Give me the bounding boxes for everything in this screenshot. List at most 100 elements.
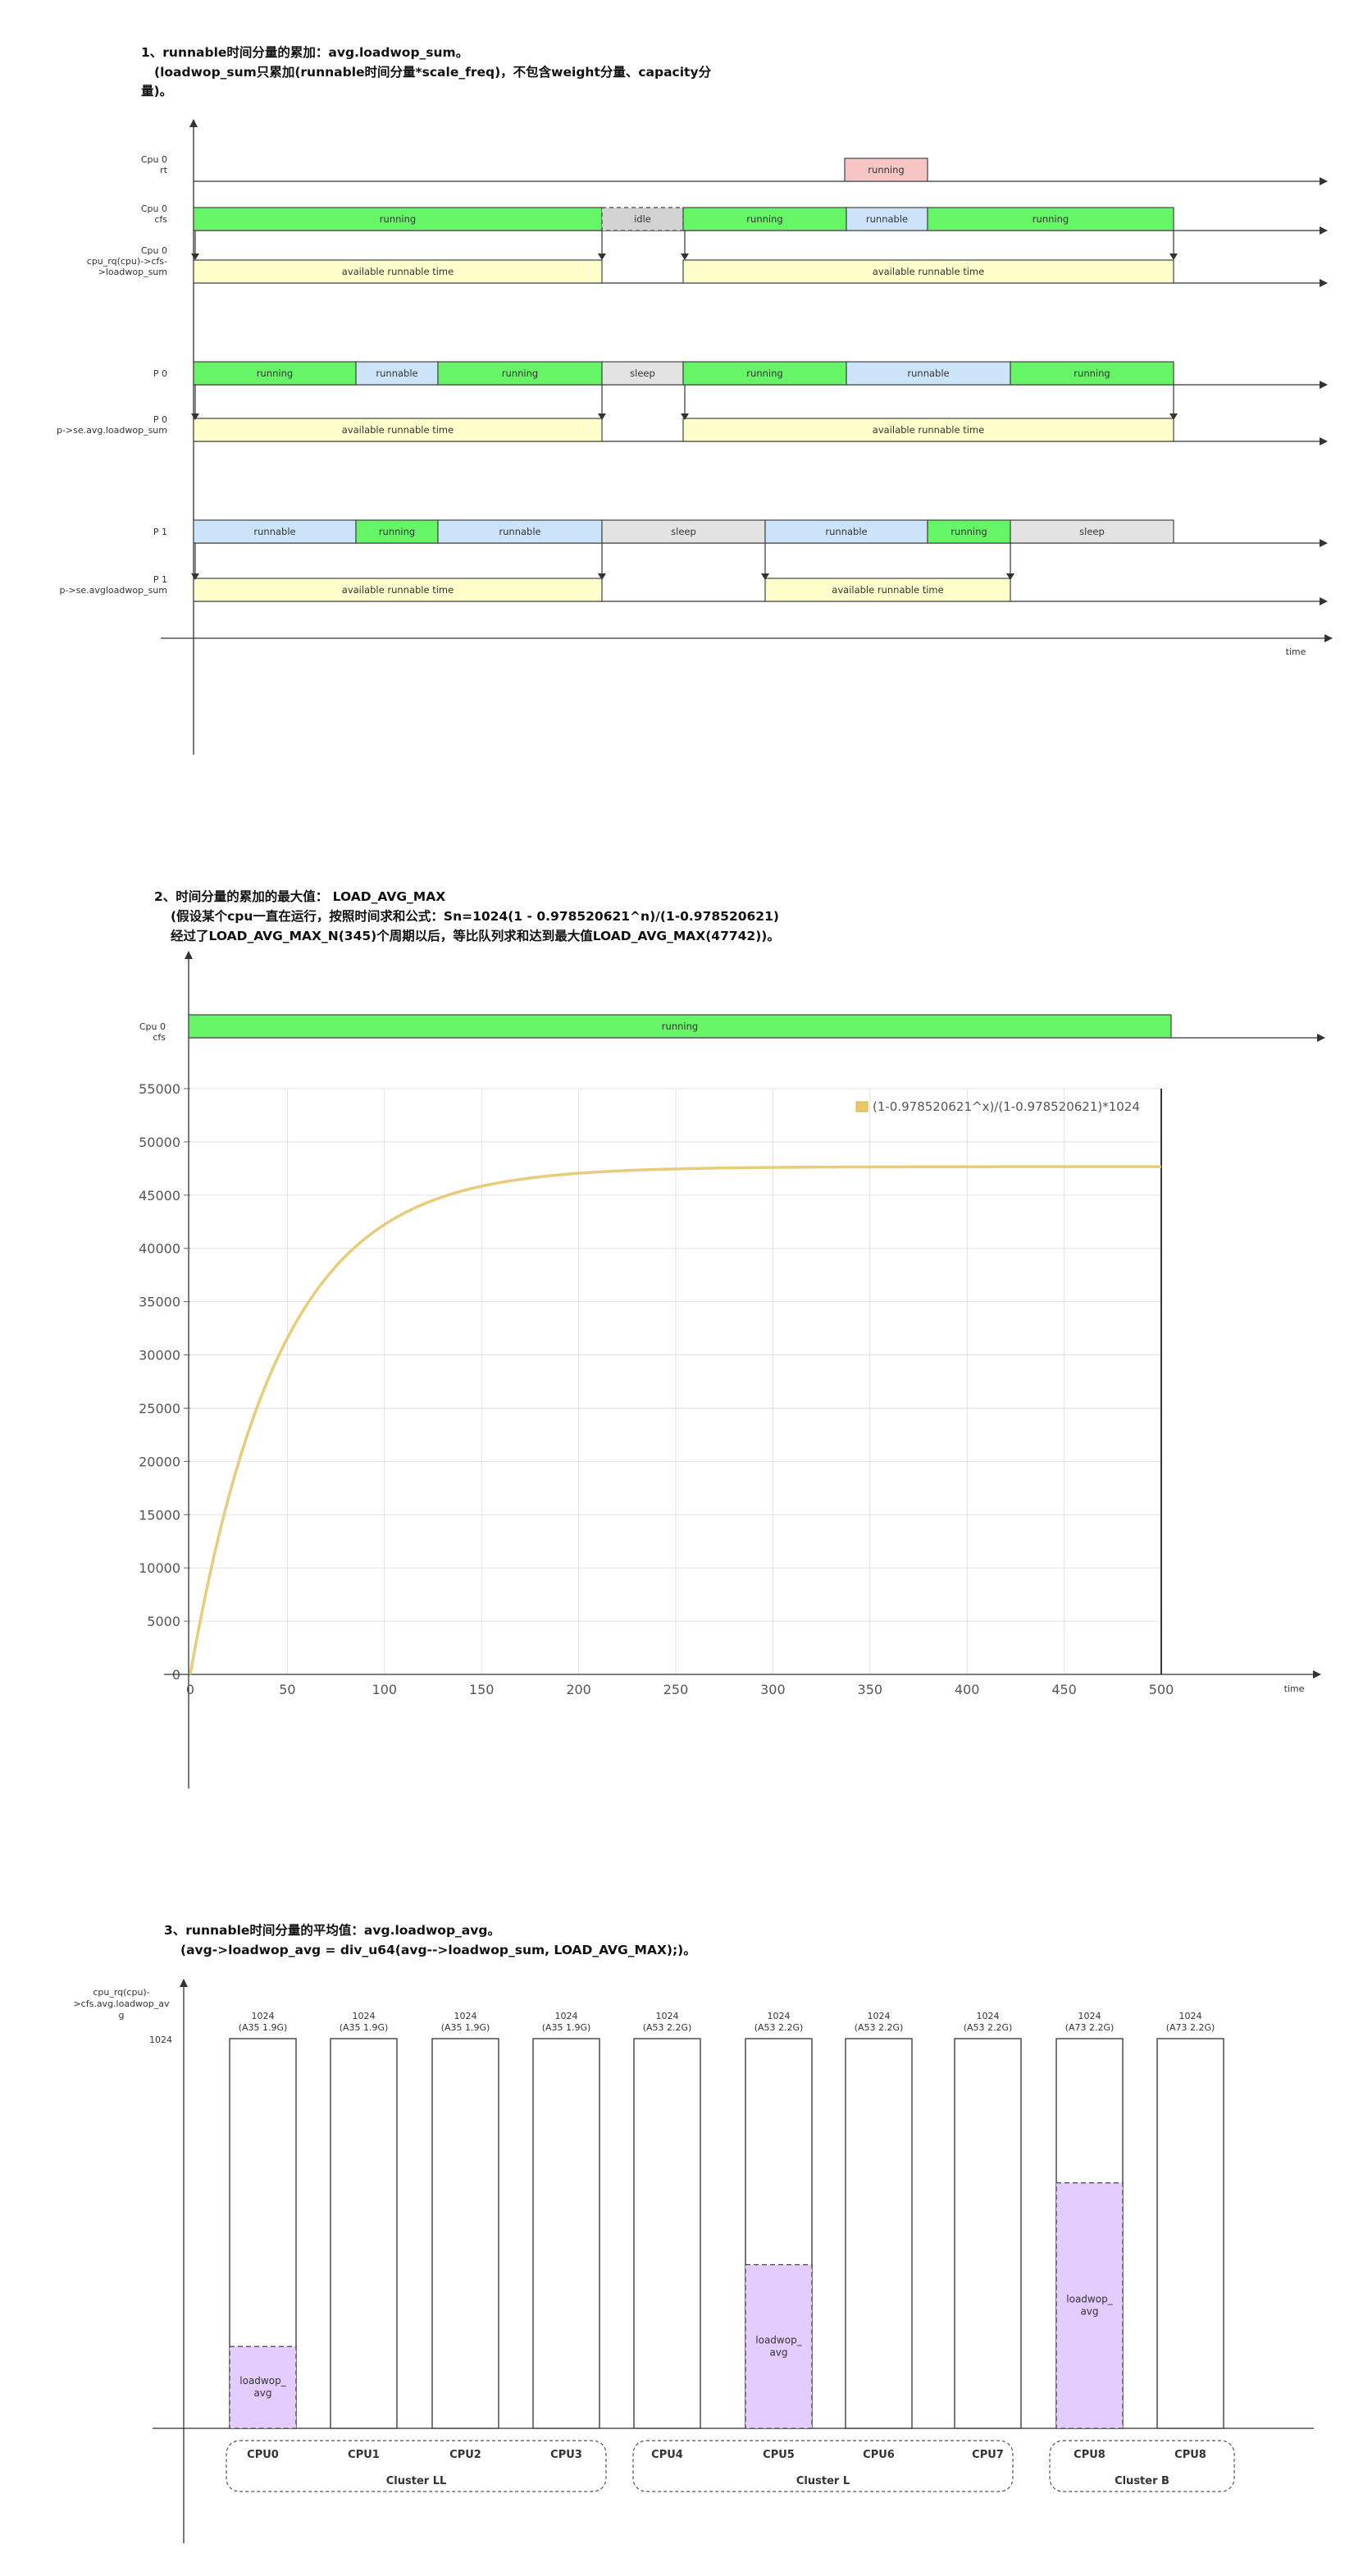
y-tick-label: 40000 (139, 1241, 180, 1257)
segment-label: runnable (499, 526, 540, 537)
x-tick-label: 450 (1051, 1682, 1077, 1697)
y-tick-label: 35000 (139, 1295, 180, 1310)
cpu-name: CPU2 (449, 2449, 481, 2461)
cpu-capacity-bar (330, 2038, 398, 2429)
cpu-name: CPU8 (1074, 2449, 1106, 2461)
y-axis-label: >cfs.avg.loadwop_av (73, 1998, 170, 2009)
y-tick-label: 10000 (139, 1560, 180, 1576)
row-label: rt (160, 165, 168, 176)
cpu-capacity-core: (A35 1.9G) (542, 2022, 591, 2033)
cfs-running-label: running (662, 1021, 698, 1032)
cpu-capacity-bar (954, 2038, 1022, 2429)
cpu-capacity-core: (A35 1.9G) (441, 2022, 490, 2033)
timeline-segment (193, 361, 357, 386)
row-label: >loadwop_sum (98, 267, 167, 277)
cpu-capacity-value: 1024 (656, 2011, 679, 2021)
segment-label: running (868, 164, 904, 176)
cpu-capacity-core: (A53 2.2G) (964, 2022, 1013, 2033)
loadwop-avg-label: avg (1080, 2305, 1098, 2317)
section3-heading: 3、runnable时间分量的平均值：avg.loadwop_avg。 (164, 1923, 500, 1938)
cluster-label: Cluster B (1115, 2475, 1169, 2487)
series-curve (189, 1165, 1161, 1675)
loadwop-avg-label: avg (253, 2387, 271, 2399)
x-tick-label: 200 (566, 1682, 591, 1697)
y-tick-label: 30000 (139, 1348, 180, 1363)
x-tick-label: 250 (663, 1682, 689, 1697)
row-label: p->se.avgloadwop_sum (59, 585, 167, 596)
y-tick-label: 15000 (139, 1507, 180, 1523)
timeline-segment (1010, 361, 1174, 386)
loadwop-avg-fill (229, 2345, 297, 2429)
cpu-name: CPU1 (348, 2449, 380, 2461)
cpu-capacity-value: 1024 (868, 2011, 891, 2021)
cpu-capacity-core: (A73 2.2G) (1065, 2022, 1115, 2033)
timeline-segment (682, 418, 1174, 442)
segment-label: available runnable time (873, 266, 984, 277)
segment-label: available runnable time (342, 424, 454, 436)
loadwop-avg-label: loadwop_ (755, 2334, 802, 2345)
cpu-capacity-core: (A53 2.2G) (855, 2022, 904, 2033)
timeline-segment (682, 361, 847, 386)
segment-label: running (746, 213, 782, 225)
timeline-segment (844, 158, 928, 182)
segment-label: runnable (907, 368, 949, 379)
segment-label: available runnable time (832, 584, 943, 596)
cpu-capacity-core: (A35 1.9G) (340, 2022, 389, 2033)
segment-label: running (502, 368, 538, 379)
cluster-group (632, 2440, 1014, 2492)
segment-label: sleep (630, 368, 655, 379)
section1-time-label: time (1286, 646, 1306, 657)
y-tick-label: 25000 (139, 1400, 180, 1416)
timeline-segment (846, 207, 928, 231)
timeline-segment (764, 519, 928, 544)
row-label: Cpu 0 (141, 245, 167, 256)
y-axis-label: cpu_rq(cpu)- (93, 1987, 149, 1998)
row-label: p->se.avg.loadwop_sum (57, 425, 167, 436)
section2-subtitle-line2: 经过了LOAD_AVG_MAX_N(345)个周期以后，等比队列求和达到最大值L… (171, 929, 780, 943)
section1-subtitle-line1: (loadwop_sum只累加(runnable时间分量*scale_freq)… (154, 65, 712, 80)
segment-label: available runnable time (873, 424, 984, 436)
timeline-segment (193, 259, 603, 284)
row-label: P 0 (153, 414, 167, 425)
segment-label: sleep (671, 526, 696, 537)
section2-subtitle-line1: (假设某个cpu一直在运行，按照时间求和公式：Sn=1024(1 - 0.978… (171, 909, 779, 924)
x-tick-label: 100 (372, 1682, 398, 1697)
timeline-segment (682, 207, 847, 231)
cluster-group (1049, 2440, 1235, 2492)
timeline-segment (1010, 519, 1174, 544)
cpu-name: CPU5 (763, 2449, 795, 2461)
cpu-capacity-value: 1024 (252, 2011, 275, 2021)
cluster-label: Cluster LL (386, 2475, 447, 2487)
cpu-capacity-value: 1024 (977, 2011, 1000, 2021)
segment-label: runnable (866, 213, 908, 225)
segment-label: running (1074, 368, 1110, 379)
section1-heading: 1、runnable时间分量的累加：avg.loadwop_sum。 (141, 45, 469, 60)
segment-label: idle (634, 213, 651, 225)
cpu-capacity-bar (532, 2038, 600, 2429)
cpu-capacity-value: 1024 (1179, 2011, 1202, 2021)
timeline-segment (437, 519, 603, 544)
legend-swatch (855, 1101, 868, 1112)
timeline-segment (927, 207, 1174, 231)
x-tick-label: 50 (279, 1682, 295, 1697)
y-tick-label: 20000 (139, 1454, 180, 1469)
chart-time-label: time (1284, 1683, 1305, 1694)
y-tick-label: 55000 (139, 1081, 180, 1097)
timeline-segment (764, 578, 1011, 602)
cpu-capacity-value: 1024 (555, 2011, 578, 2021)
x-tick-label: 350 (858, 1682, 883, 1697)
segment-label: running (257, 368, 293, 379)
section3-subtitle-line1: (avg->loadwop_avg = div_u64(avg-->loadwo… (180, 1943, 696, 1957)
cpu-capacity-core: (A35 1.9G) (239, 2022, 288, 2033)
x-tick-label: 300 (760, 1682, 786, 1697)
timeline-segment (193, 418, 603, 442)
cluster-group (226, 2440, 607, 2492)
segment-label: running (379, 526, 415, 537)
row-label: Cpu 0 (141, 154, 167, 165)
timeline-segment (601, 361, 684, 386)
cpu-capacity-bar (1156, 2038, 1224, 2429)
x-tick-label: 150 (469, 1682, 495, 1697)
segment-label: running (746, 368, 782, 379)
cpu-name: CPU7 (972, 2449, 1004, 2461)
